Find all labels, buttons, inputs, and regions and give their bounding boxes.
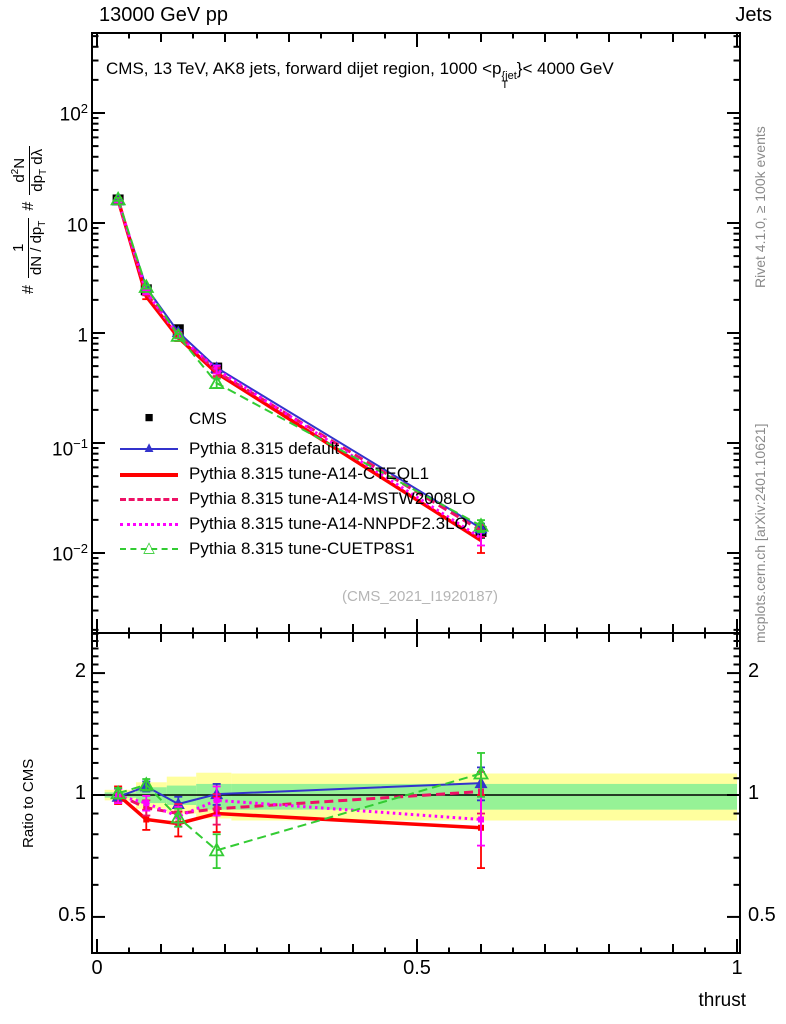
legend-item-mstw2008lo: Pythia 8.315 tune-A14-MSTW2008LO xyxy=(120,486,475,511)
plot-title-text-end: }< 4000 GeV xyxy=(516,59,614,78)
legend-label: CMS xyxy=(189,408,227,428)
tick-exp: 2 xyxy=(80,101,88,116)
legend-label: Pythia 8.315 tune-A14-CTEQL1 xyxy=(189,463,430,483)
pt-subscript: T xyxy=(501,79,509,92)
num-sup: 2 xyxy=(10,168,21,175)
legend-marker xyxy=(120,490,178,508)
ratio-tick-1-left: 1 xyxy=(74,782,86,804)
analysis-id-watermark: (CMS_2021_I1920187) xyxy=(342,588,498,605)
series-line xyxy=(116,199,482,532)
tick-base: 1 xyxy=(77,325,88,347)
data-marker-open-triangle xyxy=(138,278,155,293)
data-marker-square-small xyxy=(213,797,220,804)
data-marker-open-triangle xyxy=(472,765,490,780)
tick-base: 10 xyxy=(52,439,74,461)
data-marker-open-triangle xyxy=(208,842,225,857)
y-tick-label-10: 10 xyxy=(28,212,88,237)
data-marker-square-small xyxy=(143,800,150,807)
legend-line xyxy=(120,447,178,450)
y-tick-label-0p01: 10−2 xyxy=(28,541,88,566)
legend-line xyxy=(120,497,178,501)
data-marker-open-triangle xyxy=(170,327,187,342)
ratio-tick-05-right: 0.5 xyxy=(748,904,776,926)
y-tick-label-0p1: 10−1 xyxy=(28,436,88,461)
x-tick-label-05: 0.5 xyxy=(403,957,431,979)
legend-label: Pythia 8.315 tune-A14-MSTW2008LO xyxy=(189,488,476,508)
y-tick-label-100: 102 xyxy=(28,101,88,126)
hash-symbol: # xyxy=(20,201,38,211)
tick-base: 10 xyxy=(59,104,81,126)
legend-item-default: ▲ Pythia 8.315 default xyxy=(120,436,475,461)
legend-marker: △ xyxy=(120,538,178,558)
tick-base: 10 xyxy=(52,544,74,566)
tick-base: 10 xyxy=(66,215,88,237)
tick-exp: −1 xyxy=(73,436,88,451)
data-marker-open-triangle xyxy=(138,776,155,791)
legend-line xyxy=(120,522,178,526)
rivet-version-note: Rivet 4.1.0, ≥ 100k events xyxy=(752,126,768,288)
plot-title-text: CMS, 13 TeV, AK8 jets, forward dijet reg… xyxy=(106,59,502,78)
data-marker-open-triangle xyxy=(110,191,127,206)
x-axis-title: thrust xyxy=(698,990,746,1011)
legend-label: Pythia 8.315 tune-CUETP8S1 xyxy=(189,538,415,558)
fraction-numerator: 1 xyxy=(10,243,27,253)
data-marker-square-small xyxy=(143,816,150,823)
legend-item-nnpdf23lo: Pythia 8.315 tune-A14-NNPDF2.3LO xyxy=(120,511,475,536)
tick-exp: −2 xyxy=(73,541,88,556)
den-text: dλ xyxy=(28,148,46,169)
ratio-tick-2-right: 2 xyxy=(748,660,760,682)
data-marker-open-triangle xyxy=(170,809,187,824)
den-sub: T xyxy=(37,168,49,176)
hash-symbol: # xyxy=(20,285,38,294)
beam-energy-label: 13000 GeV pp xyxy=(99,4,228,26)
legend-label: Pythia 8.315 default xyxy=(189,438,340,458)
pt-superscript: {jet xyxy=(501,70,517,82)
legend-line xyxy=(120,472,178,477)
legend-item-cuetp8s1: △ Pythia 8.315 tune-CUETP8S1 xyxy=(120,536,475,561)
analysis-group-label: Jets xyxy=(735,4,772,26)
num-text: N xyxy=(11,157,28,169)
ratio-y-axis-label: Ratio to CMS xyxy=(20,758,37,848)
legend-marker: ▲ xyxy=(120,438,178,458)
fraction-denominator: dpT dλ xyxy=(28,145,49,195)
series-line xyxy=(117,794,482,821)
triangle-marker-icon: ▲ xyxy=(141,438,157,456)
legend-marker xyxy=(120,515,178,533)
y-tick-label-1: 1 xyxy=(28,322,88,347)
square-marker-icon: ■ xyxy=(144,408,154,426)
den-text: dp xyxy=(28,175,46,192)
plot-title: CMS, 13 TeV, AK8 jets, forward dijet reg… xyxy=(106,59,614,91)
legend-line xyxy=(120,547,178,550)
data-marker-open-triangle xyxy=(110,784,127,800)
ratio-tick-05-left: 0.5 xyxy=(58,904,86,926)
data-marker-open-triangle xyxy=(208,374,225,390)
fraction-numerator: d2N xyxy=(10,158,29,183)
fraction-d2n: d2N dpT dλ xyxy=(10,145,49,195)
legend-item-cteql1: Pythia 8.315 tune-A14-CTEQL1 xyxy=(120,461,475,486)
legend-marker xyxy=(120,465,178,483)
x-tick-label-1: 1 xyxy=(731,957,743,979)
mcplots-arxiv-note: mcplots.cern.ch [arXiv:2401.10621] xyxy=(752,423,768,643)
ratio-tick-1-right: 1 xyxy=(748,782,760,804)
num-text: d xyxy=(11,174,28,183)
pt-supsub: {jet T xyxy=(501,70,517,92)
legend-label: Pythia 8.315 tune-A14-NNPDF2.3LO xyxy=(189,513,468,533)
series-line xyxy=(117,199,482,527)
legend-marker: ■ xyxy=(120,408,178,428)
legend: ■ CMS ▲ Pythia 8.315 default Pythia 8.31… xyxy=(120,406,475,561)
data-marker-open-triangle xyxy=(472,517,490,532)
open-triangle-marker-icon: △ xyxy=(143,538,155,556)
ratio-tick-2-left: 2 xyxy=(74,660,86,682)
data-marker-square-small xyxy=(478,816,484,823)
x-tick-label-0: 0 xyxy=(91,957,103,979)
legend-item-cms: ■ CMS xyxy=(120,406,475,431)
